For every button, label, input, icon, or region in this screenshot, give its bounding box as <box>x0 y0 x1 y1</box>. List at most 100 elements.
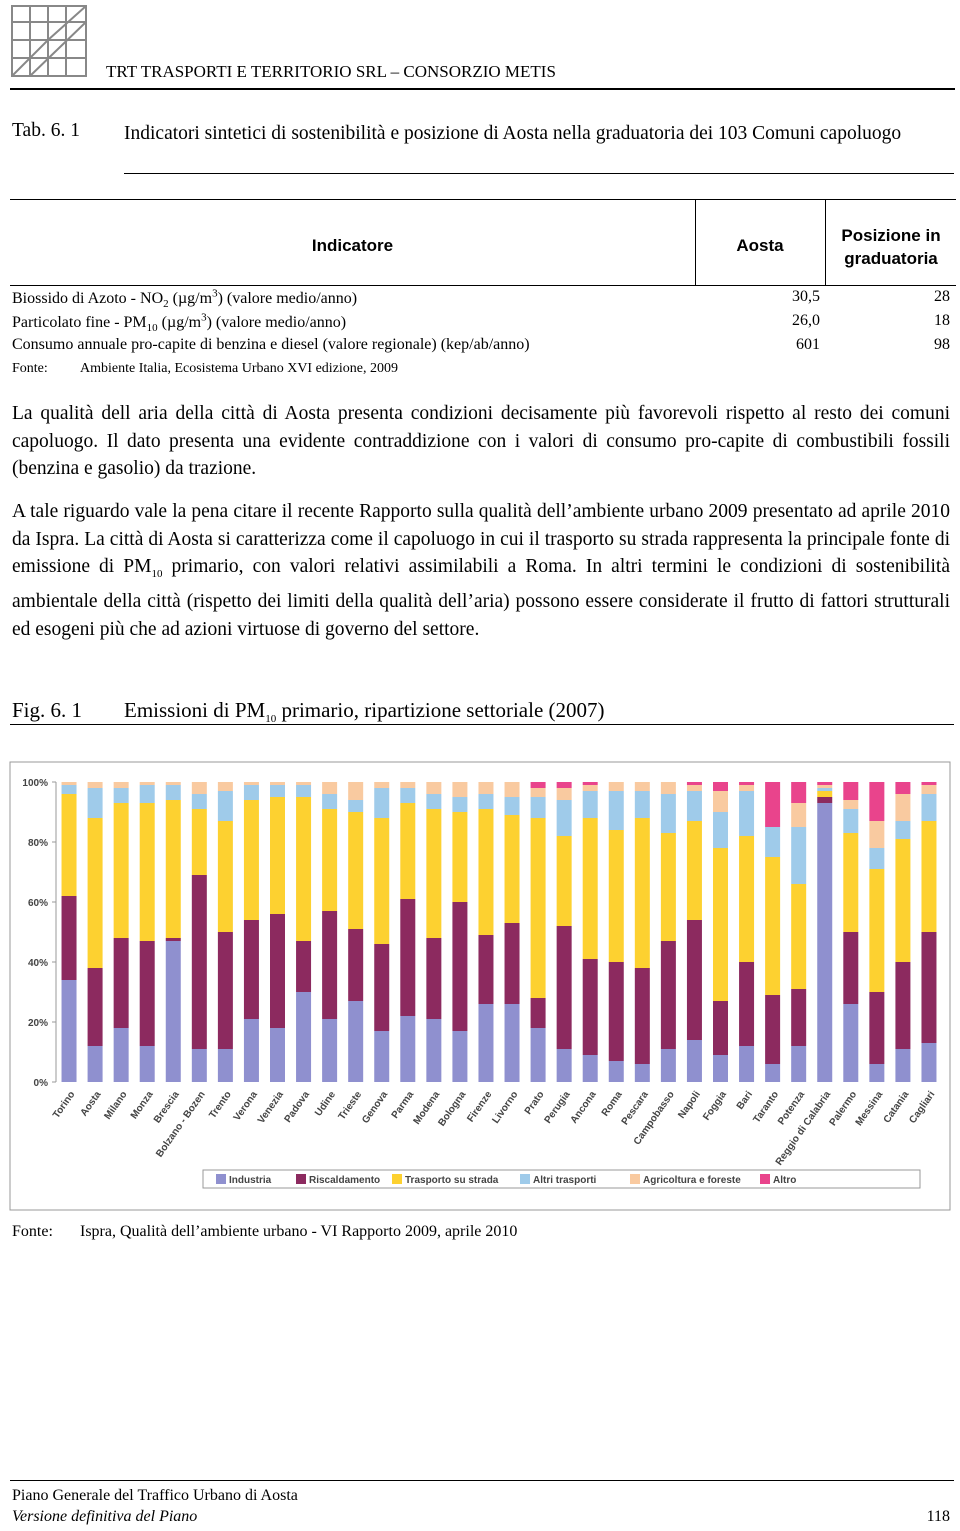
bar-segment <box>400 788 416 803</box>
bar-segment <box>713 1055 728 1082</box>
caption-rule <box>10 724 954 725</box>
bar-segment <box>895 794 911 821</box>
text: Emissioni di PM <box>124 698 266 722</box>
cell: 30,5 <box>792 288 820 305</box>
bar-segment <box>869 848 885 869</box>
legend-label: Altro <box>773 1175 796 1186</box>
text: 10 <box>265 713 277 726</box>
bar-segment <box>921 932 937 1043</box>
bar-segment <box>113 803 129 938</box>
bar-segment <box>478 794 494 809</box>
table-rule <box>10 285 956 286</box>
figure-source: Ispra, Qualità dell’ambiente urbano - VI… <box>80 1223 518 1240</box>
bar-segment <box>270 782 285 785</box>
table-caption: Indicatori sintetici di sostenibilità e … <box>124 123 902 144</box>
bar-segment <box>791 803 807 827</box>
cell: 18 <box>934 312 950 329</box>
bar-segment <box>634 791 650 818</box>
bar-segment <box>791 884 807 989</box>
legend-swatch <box>296 1174 306 1184</box>
text: Biossido di Azoto - NO <box>12 290 164 308</box>
bar-segment <box>191 794 207 809</box>
bar-segment <box>765 857 781 995</box>
legend-swatch <box>630 1174 640 1184</box>
table-source: Ambiente Italia, Ecosistema Urbano XVI e… <box>80 361 399 376</box>
table-number: Tab. 6. 1 <box>12 120 80 141</box>
bar-segment <box>374 788 390 818</box>
legend-label: Industria <box>229 1175 272 1186</box>
bar-segment <box>739 791 755 836</box>
bar-segment <box>739 785 755 791</box>
bar-segment <box>713 791 728 812</box>
bar-segment <box>713 1001 728 1055</box>
bar-segment <box>660 1049 676 1082</box>
text: A tale riguardo vale la pena citare il r… <box>12 501 950 577</box>
bar-segment <box>739 1046 755 1082</box>
column-header: Aosta <box>736 236 784 255</box>
bar-segment <box>348 782 364 800</box>
bar-segment <box>660 941 676 1049</box>
bar-segment <box>608 830 624 962</box>
bar-segment <box>478 935 494 1004</box>
column-header: Indicatore <box>311 236 394 255</box>
bar-segment <box>817 788 833 791</box>
text: ) (valore medio/anno) <box>206 314 347 332</box>
bar-segment <box>686 821 702 920</box>
bar-segment <box>713 848 728 1001</box>
bar-segment <box>817 785 833 788</box>
bar-segment <box>296 797 312 941</box>
bar-segment <box>348 800 364 812</box>
legend-label: Agricoltura e foreste <box>643 1175 741 1186</box>
bar-segment <box>243 800 259 920</box>
bar-segment <box>113 1028 129 1082</box>
bar-segment <box>296 785 312 797</box>
bar-segment <box>374 782 390 788</box>
bar-segment <box>400 782 416 788</box>
bar-segment <box>426 794 442 809</box>
bar-segment <box>895 962 911 1049</box>
text: 3 <box>212 288 218 300</box>
footer-subtitle: Versione definitiva del Piano <box>12 1508 198 1525</box>
footer-title: Piano Generale del Traffico Urbano di Ao… <box>12 1487 298 1504</box>
bar-segment <box>869 821 885 848</box>
bar-segment <box>87 788 103 818</box>
text: Particolato fine - PM <box>12 314 147 332</box>
bar-segment <box>296 941 312 992</box>
bar-segment <box>348 929 364 1001</box>
bar-segment <box>165 938 181 941</box>
bar-segment <box>504 797 520 815</box>
cell: Biossido di Azoto - NO2 (µg/m3) (valore … <box>12 288 357 311</box>
bar-segment <box>270 914 285 1028</box>
bar-segment <box>478 782 494 794</box>
bar-segment <box>556 800 572 836</box>
bar-segment <box>217 1049 233 1082</box>
y-tick-label: 40% <box>28 958 48 969</box>
bar-segment <box>61 782 77 785</box>
bar-segment <box>765 827 781 857</box>
bar-segment <box>87 818 103 968</box>
bar-segment <box>686 782 702 785</box>
bar-segment <box>165 782 181 785</box>
bar-segment <box>869 992 885 1064</box>
bar-segment <box>191 875 207 1049</box>
table-row: Biossido di Azoto - NO2 (µg/m3) (valore … <box>12 288 952 311</box>
bar-segment <box>686 920 702 1040</box>
bar-segment <box>791 827 807 884</box>
paragraph: A tale riguardo vale la pena citare il r… <box>12 498 950 643</box>
bar-segment <box>582 782 598 785</box>
bar-segment <box>87 782 103 788</box>
bar-segment <box>791 1046 807 1082</box>
bar-segment <box>608 782 624 791</box>
bar-segment <box>400 1016 416 1082</box>
table-rule <box>695 199 696 285</box>
legend-swatch <box>760 1174 770 1184</box>
header-title: TRT TRASPORTI E TERRITORIO SRL – CONSORZ… <box>106 62 556 81</box>
bar-segment <box>739 962 755 1046</box>
bar-segment <box>556 1049 572 1082</box>
bar-segment <box>139 1046 155 1082</box>
bar-segment <box>139 941 155 1046</box>
bar-segment <box>452 812 468 902</box>
bar-segment <box>452 902 468 1031</box>
bar-segment <box>817 797 833 803</box>
